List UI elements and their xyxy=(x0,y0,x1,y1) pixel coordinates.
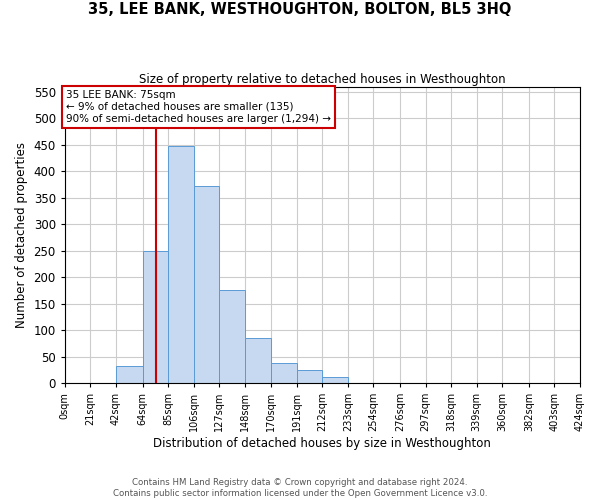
Bar xyxy=(271,364,297,383)
Bar xyxy=(219,290,245,383)
Bar xyxy=(143,250,168,383)
Y-axis label: Number of detached properties: Number of detached properties xyxy=(15,142,28,328)
Bar xyxy=(168,146,194,383)
Bar xyxy=(322,376,348,383)
Bar xyxy=(194,186,219,383)
Text: 35, LEE BANK, WESTHOUGHTON, BOLTON, BL5 3HQ: 35, LEE BANK, WESTHOUGHTON, BOLTON, BL5 … xyxy=(88,2,512,18)
X-axis label: Distribution of detached houses by size in Westhoughton: Distribution of detached houses by size … xyxy=(154,437,491,450)
Bar xyxy=(116,366,143,383)
Text: 35 LEE BANK: 75sqm
← 9% of detached houses are smaller (135)
90% of semi-detache: 35 LEE BANK: 75sqm ← 9% of detached hous… xyxy=(66,90,331,124)
Bar xyxy=(297,370,322,383)
Bar xyxy=(245,338,271,383)
Text: Contains HM Land Registry data © Crown copyright and database right 2024.
Contai: Contains HM Land Registry data © Crown c… xyxy=(113,478,487,498)
Title: Size of property relative to detached houses in Westhoughton: Size of property relative to detached ho… xyxy=(139,72,506,86)
